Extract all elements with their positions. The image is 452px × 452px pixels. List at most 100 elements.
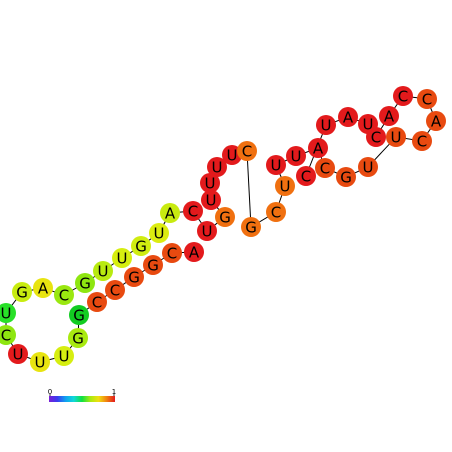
nucleotide-label: A <box>165 205 176 223</box>
nucleotide: A <box>379 106 399 126</box>
nucleotide-label: U <box>59 348 70 366</box>
nucleotide-circle <box>241 217 261 237</box>
nucleotide-circle <box>112 248 132 268</box>
nucleotide-circle <box>358 157 378 177</box>
nucleotide: A <box>160 203 180 223</box>
nucleotide-circle <box>266 155 286 175</box>
nucleotide-label: A <box>343 109 354 127</box>
nucleotide-circle <box>149 223 169 243</box>
nucleotide: U <box>275 176 295 196</box>
nucleotide: C <box>296 166 316 186</box>
nucleotide-label: C <box>301 168 311 186</box>
nucleotide: U <box>8 344 28 364</box>
nucleotide-circle <box>33 278 53 298</box>
nucleotide-label: G <box>147 257 159 275</box>
nucleotide: U <box>30 352 50 372</box>
nucleotide-circle <box>200 173 220 193</box>
nucleotide: C <box>417 89 437 109</box>
nucleotide: C <box>183 201 203 221</box>
nucleotide-label: C <box>371 129 381 147</box>
nucleotide-label: A <box>189 244 200 262</box>
nucleotide-circle <box>0 325 16 345</box>
nucleotide: U <box>222 145 242 165</box>
nucleotide-circle <box>417 89 437 109</box>
color-legend: 0 1 <box>48 388 116 402</box>
nucleotide-label: U <box>227 147 238 165</box>
nucleotide-circle <box>207 157 227 177</box>
nucleotide-label: U <box>202 223 213 241</box>
nucleotide: U <box>201 190 221 210</box>
nucleotide: U <box>358 157 378 177</box>
nucleotide-circle <box>105 280 125 300</box>
nucleotide-circle <box>222 145 242 165</box>
nucleotide-label: G <box>340 169 352 187</box>
nucleotide-circle <box>131 236 151 256</box>
nucleotide-circle <box>426 111 446 131</box>
nucleotide: U <box>197 221 217 241</box>
nucleotide: G <box>143 255 163 275</box>
nucleotide-circle <box>124 267 144 287</box>
nucleotide-circle <box>68 328 88 348</box>
nucleotide-circle <box>183 201 203 221</box>
nucleotide: G <box>124 267 144 287</box>
nucleotide: C <box>237 141 257 161</box>
nucleotide: U <box>266 155 286 175</box>
nucleotide-circle <box>0 303 16 323</box>
nucleotide-label: U <box>280 178 291 196</box>
nucleotide-circle <box>308 138 328 158</box>
nucleotide-label: C <box>417 133 427 151</box>
nucleotide-label: A <box>313 140 324 158</box>
nucleotide-label: G <box>245 219 257 237</box>
nucleotide-circle <box>197 221 217 241</box>
nucleotide: G <box>69 305 89 325</box>
nucleotide-circle <box>237 141 257 161</box>
nucleotide-label: U <box>212 159 223 177</box>
nucleotide-label: C <box>188 203 198 221</box>
nucleotide-label: U <box>117 250 128 268</box>
nucleotide-circle <box>8 344 28 364</box>
nucleotide: C <box>393 86 413 106</box>
nucleotide-label: U <box>98 263 109 281</box>
nucleotide-circle <box>412 131 432 151</box>
nucleotide-label: U <box>321 117 332 135</box>
nucleotide-label: U <box>363 159 374 177</box>
nucleotide: G <box>12 282 32 302</box>
nucleotide-label: U <box>154 225 165 243</box>
nucleotide-circle <box>336 167 356 187</box>
nucleotide-label: U <box>363 116 374 134</box>
nucleotide: C <box>87 292 107 312</box>
nucleotide: A <box>184 242 204 262</box>
nucleotide: U <box>149 223 169 243</box>
nucleotide-circle <box>338 107 358 127</box>
scale-max-label: 1 <box>112 388 116 396</box>
nucleotide-label: C <box>110 282 120 300</box>
nucleotide: C <box>412 131 432 151</box>
nucleotide-label: A <box>384 108 395 126</box>
nucleotide: C <box>105 280 125 300</box>
nucleotide-label: U <box>291 148 302 166</box>
nucleotide-circle <box>160 203 180 223</box>
nucleotide-circle <box>296 166 316 186</box>
scale-min-label: 0 <box>48 388 52 396</box>
nucleotide: A <box>33 278 53 298</box>
nucleotide: A <box>338 107 358 127</box>
nucleotide-label: A <box>431 113 442 131</box>
nucleotide: A <box>308 138 328 158</box>
nucleotide-circle <box>93 261 113 281</box>
nucleotide-label: G <box>79 275 91 293</box>
nucleotide-label: U <box>391 129 402 147</box>
nucleotide-label: G <box>16 284 28 302</box>
nucleotide-circle <box>162 243 182 263</box>
nucleotide: U <box>386 127 406 147</box>
nucleotide-circle <box>12 282 32 302</box>
nucleotide-label: A <box>38 280 49 298</box>
nucleotide-circle <box>393 86 413 106</box>
nucleotide-label: C <box>242 143 252 161</box>
nucleotide: U <box>286 146 306 166</box>
nucleotide: G <box>215 207 235 227</box>
nucleotide-label: C <box>398 88 408 106</box>
nucleotide-circle <box>386 127 406 147</box>
nucleotide: U <box>316 115 336 135</box>
